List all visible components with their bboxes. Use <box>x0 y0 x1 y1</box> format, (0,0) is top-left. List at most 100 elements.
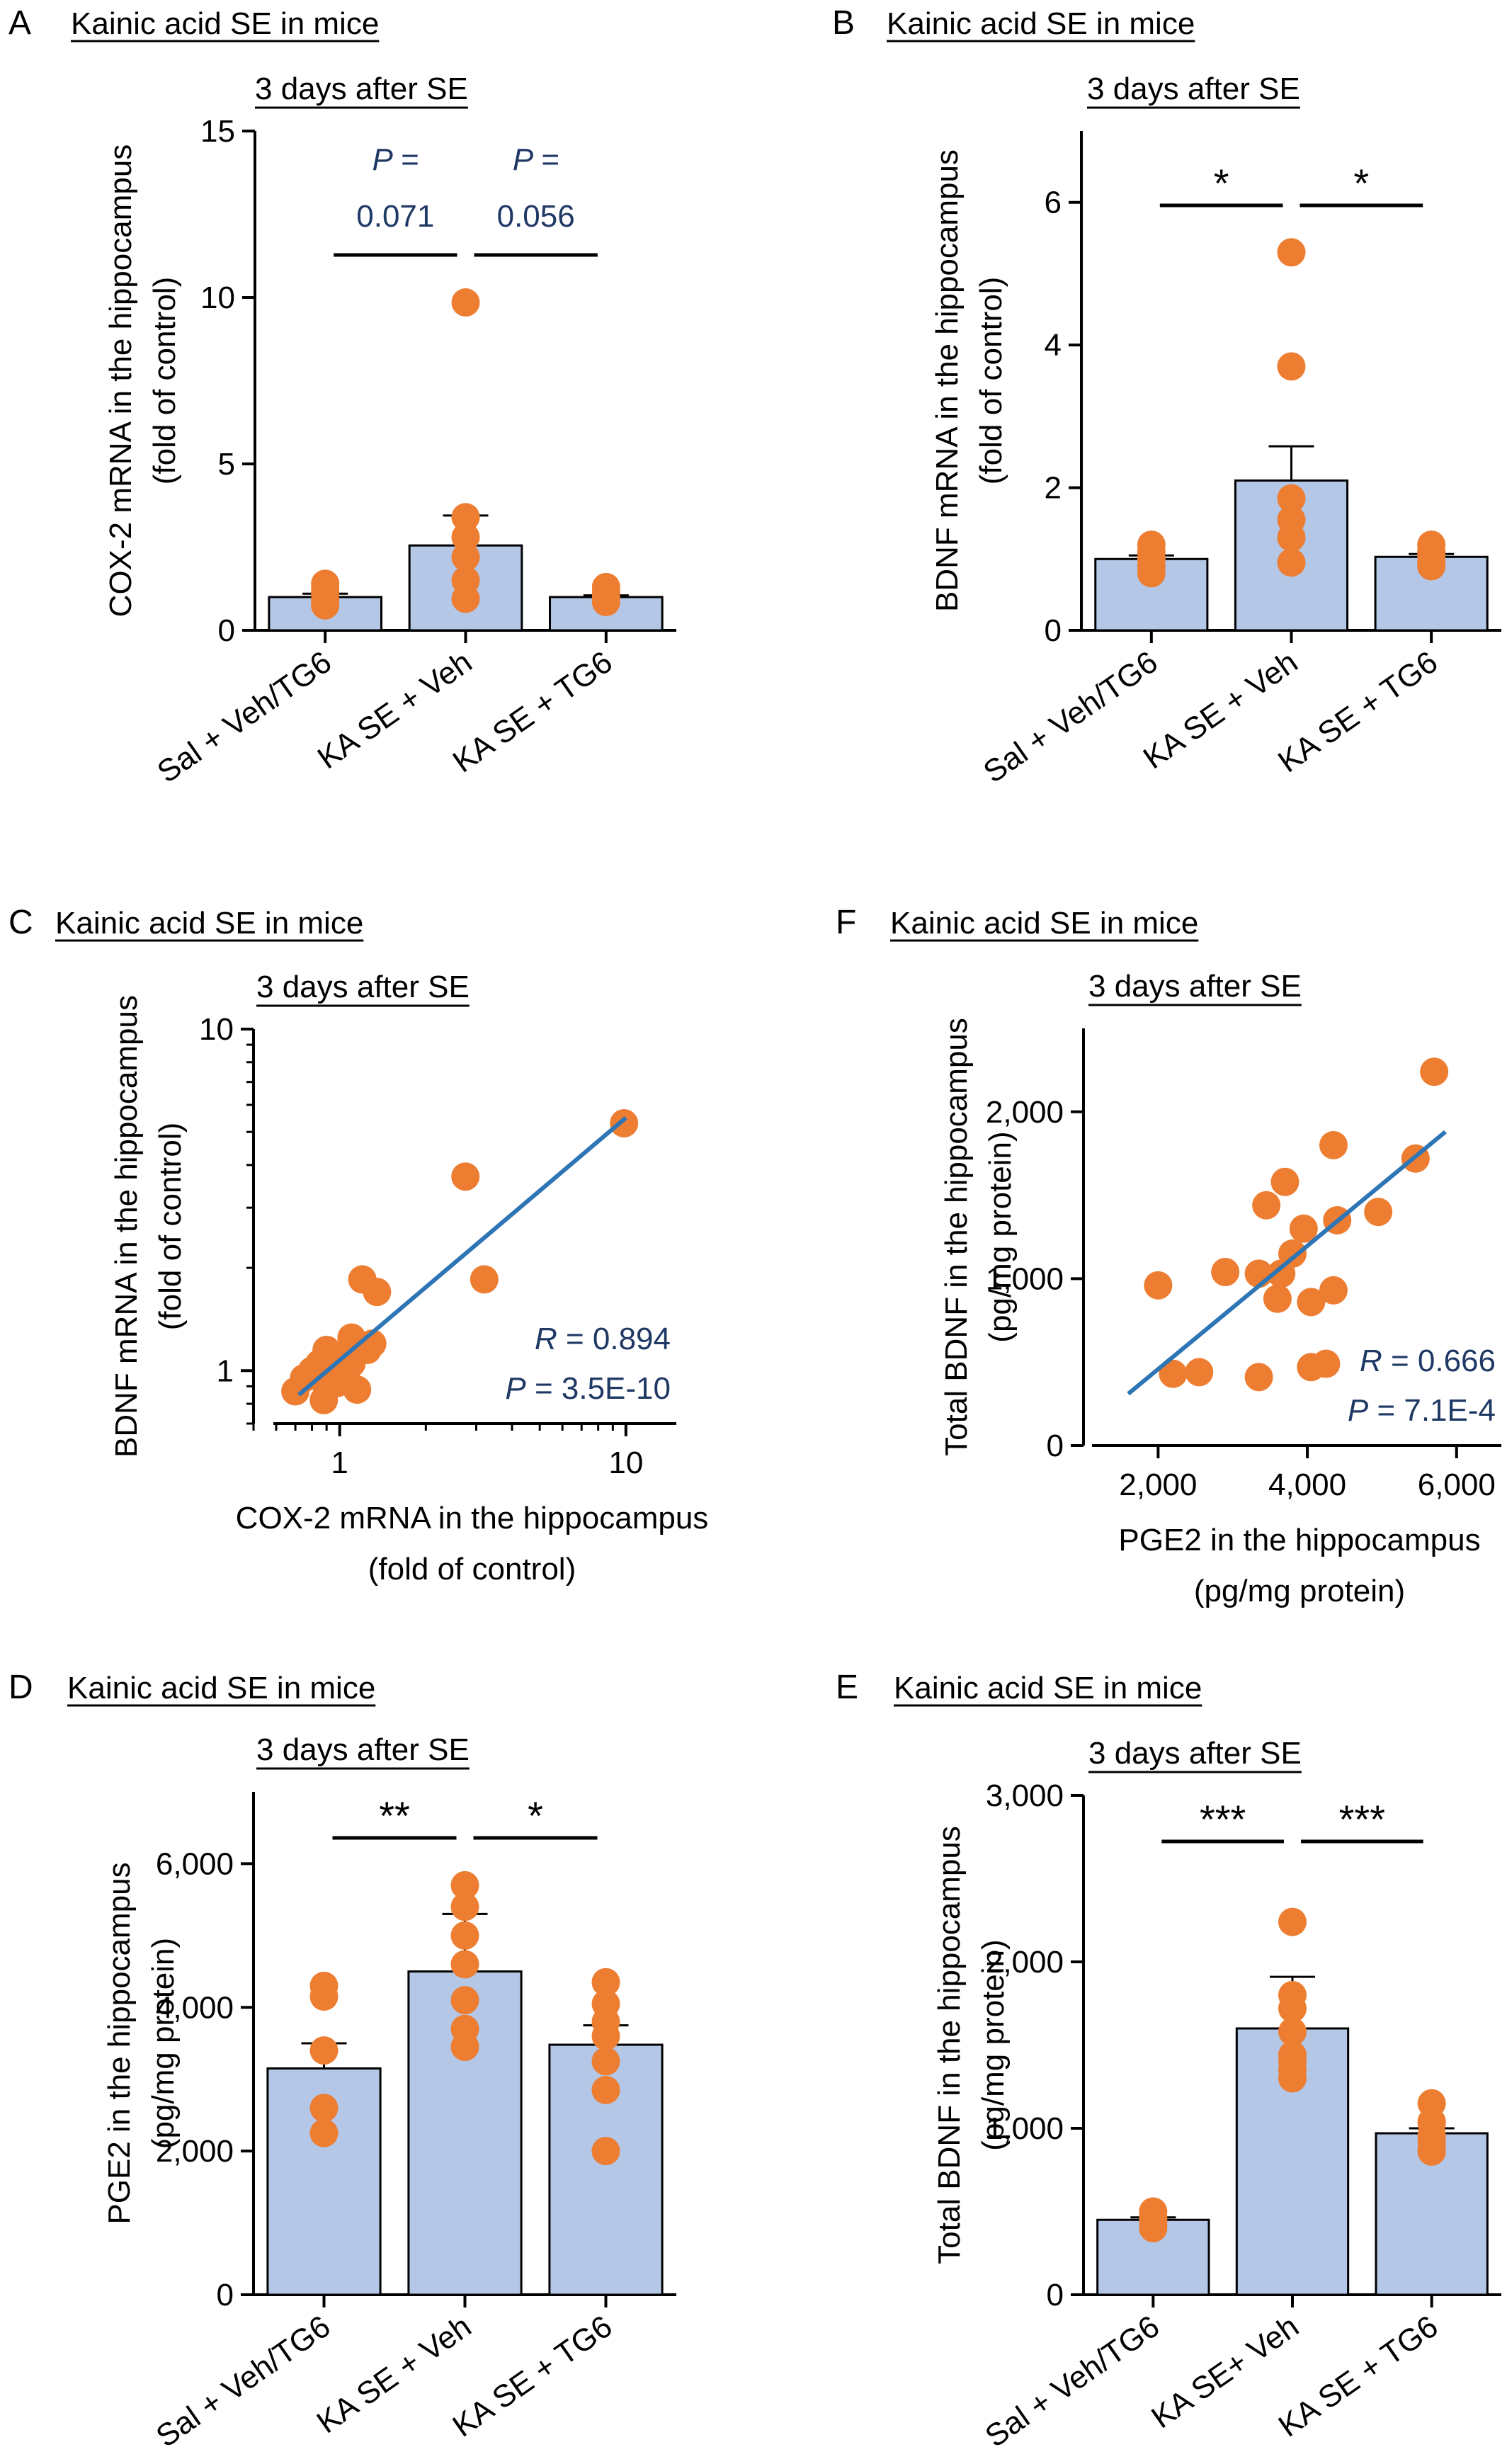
data-point <box>1277 548 1306 577</box>
data-point <box>1267 1259 1296 1288</box>
significance-label: ** <box>379 1793 410 1838</box>
p-value-label: P = <box>373 142 419 177</box>
panel-f: F Kainic acid SE in mice 3 days after SE 0 1… <box>836 904 1501 1608</box>
data-point <box>1364 1198 1393 1227</box>
significance-label: * <box>528 1793 543 1838</box>
x-tick-label: 4,000 <box>1268 1467 1346 1502</box>
data-point <box>311 591 340 620</box>
chart-subtitle: 3 days after SE <box>256 970 470 1004</box>
data-point <box>309 2118 339 2147</box>
panel-heading: Kainic acid SE in mice <box>55 906 363 941</box>
chart-subtitle: 3 days after SE <box>1088 1736 1302 1771</box>
data-point <box>591 2075 620 2104</box>
stat-text: P = 7.1E-4 <box>1348 1393 1496 1428</box>
panel-letter: F <box>836 904 856 941</box>
data-point <box>610 1108 639 1137</box>
y-tick-label: 1,000 <box>986 1261 1064 1296</box>
y-tick-label: 6,000 <box>156 1846 234 1881</box>
panel-letter: A <box>8 4 31 42</box>
x-tick-label: Sal + Veh/TG6 <box>151 645 338 790</box>
data-point <box>451 543 480 572</box>
data-point <box>281 1377 310 1406</box>
data-point <box>1159 1359 1188 1388</box>
stat-text: R = 0.666 <box>1360 1344 1496 1378</box>
y-axis-label: PGE2 in the hippocampus <box>102 1862 137 2224</box>
data-point <box>1277 484 1306 513</box>
data-point <box>1277 523 1306 552</box>
chart-subtitle: 3 days after SE <box>255 72 468 106</box>
panel-e: E Kainic acid SE in mice 3 days after SE 0 1… <box>836 1669 1501 2454</box>
regression-line <box>297 1115 627 1397</box>
y-axis-label: Total BDNF in the hippocampus <box>932 1826 967 2264</box>
data-point <box>1263 1284 1292 1313</box>
stat-value: = 3.5E-10 <box>526 1371 671 1406</box>
y-tick-label: 0 <box>1047 1429 1064 1463</box>
significance-label: *** <box>1200 1797 1246 1841</box>
data-point <box>451 584 480 613</box>
data-point <box>1417 2137 1446 2166</box>
panel-letter: D <box>8 1669 33 1706</box>
data-point <box>1270 1167 1300 1196</box>
data-point <box>1289 1214 1318 1243</box>
stat-text: R = 0.894 <box>535 1322 671 1356</box>
data-point <box>1278 2064 1307 2093</box>
y-axis-label: (pg/mg protein) <box>146 1938 181 2149</box>
y-axis-label: (pg/mg protein) <box>983 1131 1018 1342</box>
y-axis-label: COX-2 mRNA in the hippocampus <box>103 144 138 618</box>
panel-c: C Kainic acid SE in mice 3 days after SE 1 1… <box>8 904 708 1586</box>
data-point <box>1319 1130 1348 1159</box>
data-point <box>1244 1363 1273 1392</box>
data-point <box>1137 559 1166 588</box>
data-point <box>1139 2214 1168 2242</box>
data-point <box>1278 1907 1307 1936</box>
y-tick-label: 10 <box>199 1012 234 1047</box>
panel-a: A Kainic acid SE in mice 3 days after SE 0 5… <box>8 4 676 790</box>
y-tick-label: 3,000 <box>986 1778 1064 1813</box>
x-tick-label: 6,000 <box>1418 1467 1496 1502</box>
panel-heading: Kainic acid SE in mice <box>887 6 1195 41</box>
y-axis-label: (fold of control) <box>974 277 1008 484</box>
y-axis-label: (fold of control) <box>147 277 182 484</box>
data-point <box>451 523 480 552</box>
y-tick-label: 2,000 <box>986 1945 1064 1980</box>
x-axis-label: COX-2 mRNA in the hippocampus <box>236 1501 709 1535</box>
significance-label: * <box>1214 161 1229 205</box>
data-point <box>591 1968 620 1997</box>
y-tick-label: 6 <box>1045 186 1062 220</box>
data-point <box>309 2094 339 2123</box>
y-tick-label: 0 <box>217 2278 234 2312</box>
data-point <box>1252 1191 1281 1220</box>
x-tick-label: 1 <box>331 1446 348 1480</box>
data-point <box>337 1349 366 1378</box>
x-tick-label: 10 <box>608 1446 643 1480</box>
stat-symbol: P <box>505 1371 526 1406</box>
p-value: 0.071 <box>356 199 434 234</box>
chart-subtitle: 3 days after SE <box>1088 969 1302 1004</box>
data-point <box>451 503 480 532</box>
data-point <box>1420 1057 1449 1086</box>
stat-value: = 0.894 <box>557 1322 671 1356</box>
data-point <box>591 588 620 617</box>
stat-value: = 7.1E-4 <box>1368 1393 1496 1428</box>
data-point <box>470 1265 499 1294</box>
data-point <box>591 2137 620 2166</box>
panel-heading: Kainic acid SE in mice <box>894 1671 1202 1705</box>
stat-text: P = 3.5E-10 <box>505 1371 671 1406</box>
data-point <box>591 2047 620 2076</box>
y-tick-label: 5 <box>218 447 235 482</box>
data-point <box>1278 2017 1307 2046</box>
data-point <box>363 1278 392 1307</box>
x-tick-label: Sal + Veh/TG6 <box>150 2309 337 2454</box>
data-point <box>450 1921 479 1950</box>
y-axis-label: BDNF mRNA in the hippocampus <box>109 995 144 1458</box>
stat-symbol: P <box>1348 1393 1369 1428</box>
x-axis-label: (pg/mg protein) <box>1194 1574 1405 1608</box>
data-point <box>1297 1353 1326 1382</box>
data-point <box>1278 1994 1307 2023</box>
y-tick-label: 2,000 <box>986 1095 1064 1130</box>
x-axis-label: (fold of control) <box>368 1552 576 1586</box>
y-tick-label: 10 <box>200 280 235 315</box>
data-point <box>1277 238 1306 267</box>
y-axis-label: (pg/mg protein) <box>976 1939 1011 2150</box>
stat-symbol: R <box>535 1322 557 1356</box>
